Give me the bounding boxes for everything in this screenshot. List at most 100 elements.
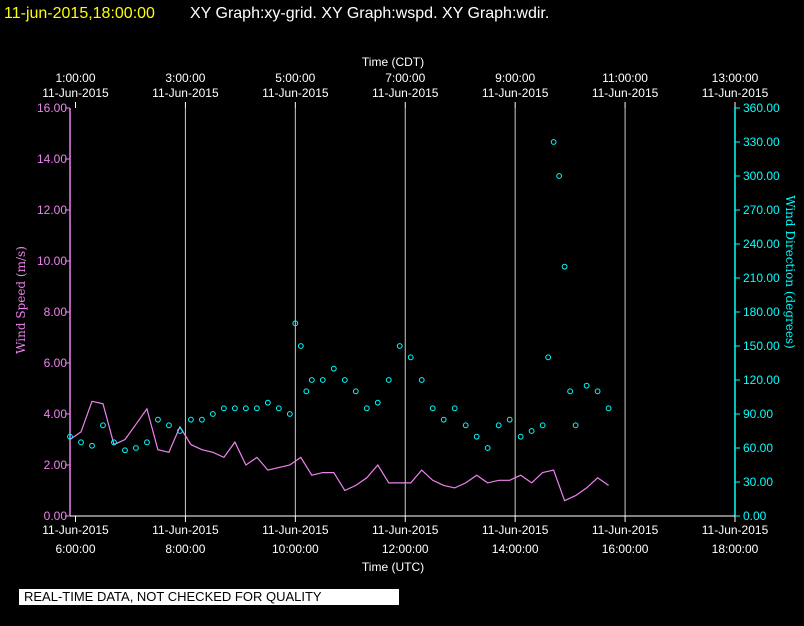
left-tick-label: 6.00: [44, 356, 68, 370]
data-point-wdir: [209, 411, 216, 417]
top-tick-time: 5:00:00: [275, 71, 315, 85]
data-point-wdir: [177, 428, 183, 434]
data-point-wdir: [385, 377, 392, 383]
bottom-tick-time: 6:00:00: [55, 542, 95, 556]
bottom-tick-time: 18:00:00: [712, 542, 759, 556]
left-tick-label: 16.00: [37, 101, 67, 115]
bottom-tick-date: 11-Jun-2015: [482, 523, 549, 537]
bottom-tick-date: 11-Jun-2015: [42, 523, 109, 537]
data-point-wdir: [550, 139, 557, 145]
right-tick-label: 300.00: [743, 169, 780, 183]
data-point-wdir: [418, 377, 425, 383]
data-point-wdir: [594, 388, 601, 395]
left-tick-label: 0.00: [44, 509, 68, 523]
top-tick-time: 3:00:00: [165, 71, 205, 85]
right-tick-label: 360.00: [743, 101, 780, 115]
bottom-tick-date: 11-Jun-2015: [702, 523, 769, 537]
right-tick-label: 30.00: [743, 475, 773, 489]
data-point-wdir: [556, 173, 563, 179]
data-point-wdir: [374, 399, 381, 406]
data-point-wdir: [440, 416, 447, 423]
bottom-tick-date: 11-Jun-2015: [152, 523, 219, 537]
top-tick-date: 11-Jun-2015: [592, 86, 659, 100]
data-point-wdir: [133, 445, 139, 451]
data-point-wdir: [155, 416, 161, 423]
bottom-tick-time: 12:00:00: [382, 542, 429, 556]
series-layer: [67, 139, 612, 502]
data-point-wdir: [572, 422, 579, 429]
top-tick-time: 1:00:00: [55, 71, 95, 85]
quality-disclaimer: REAL-TIME DATA, NOT CHECKED FOR QUALITY: [19, 589, 399, 605]
left-tick-label: 14.00: [37, 152, 67, 166]
right-tick-label: 180.00: [743, 305, 780, 319]
data-point-wdir: [264, 399, 271, 406]
data-point-wdir: [545, 354, 552, 361]
axes: [65, 102, 740, 522]
data-point-wdir: [122, 447, 128, 454]
bottom-axis-label: Time (UTC): [362, 560, 424, 574]
left-axis-label: Wind Speed (m/s): [14, 246, 28, 354]
chart-graph-titles: XY Graph:xy-grid. XY Graph:wspd. XY Grap…: [190, 5, 549, 22]
data-point-wdir: [528, 428, 535, 434]
top-tick-time: 11:00:00: [602, 71, 648, 85]
right-tick-label: 90.00: [743, 407, 773, 421]
data-point-wdir: [166, 422, 172, 429]
data-point-wdir: [144, 439, 150, 446]
data-point-wdir: [297, 343, 304, 349]
right-tick-label: 270.00: [743, 203, 780, 217]
left-tick-label: 4.00: [44, 407, 68, 421]
top-tick-time: 7:00:00: [385, 71, 425, 85]
data-point-wdir: [330, 365, 337, 372]
right-tick-label: 0.00: [743, 509, 767, 523]
top-axis-label: Time (CDT): [362, 55, 424, 69]
data-point-wdir: [363, 405, 370, 412]
top-tick-date: 11-Jun-2015: [372, 86, 439, 100]
bottom-tick-time: 16:00:00: [602, 542, 649, 556]
data-point-wdir: [319, 377, 326, 383]
left-tick-label: 8.00: [44, 305, 68, 319]
data-point-wdir: [561, 263, 568, 270]
data-point-wdir: [473, 433, 480, 440]
data-point-wdir: [188, 416, 194, 423]
data-point-wdir: [67, 433, 73, 440]
right-tick-label: 120.00: [743, 373, 780, 387]
series-line-wspd: [69, 400, 609, 502]
right-tick-label: 150.00: [743, 339, 780, 353]
data-point-wdir: [451, 405, 458, 412]
left-tick-label: 2.00: [44, 458, 68, 472]
bottom-tick-time: 8:00:00: [165, 542, 205, 556]
right-tick-label: 60.00: [743, 441, 773, 455]
data-point-wdir: [462, 422, 469, 429]
data-point-wdir: [539, 422, 546, 429]
data-point-wdir: [407, 354, 414, 361]
right-axis-label: Wind Direction (degrees): [783, 195, 797, 349]
top-tick-date: 11-Jun-2015: [482, 86, 549, 100]
data-point-wdir: [78, 439, 84, 446]
data-point-wdir: [396, 343, 403, 349]
top-tick-time: 9:00:00: [495, 71, 535, 85]
bottom-tick-date: 11-Jun-2015: [592, 523, 659, 537]
data-point-wdir: [429, 405, 436, 412]
data-point-wdir: [506, 416, 513, 423]
data-point-wdir: [567, 388, 574, 395]
grid-lines: [184, 108, 736, 516]
right-tick-label: 330.00: [743, 135, 780, 149]
left-tick-label: 10.00: [37, 254, 67, 268]
data-point-wdir: [111, 439, 117, 446]
right-tick-label: 210.00: [743, 271, 780, 285]
top-tick-date: 11-Jun-2015: [262, 86, 329, 100]
data-point-wdir: [275, 405, 282, 412]
chart-date-title: 11-jun-2015,18:00:00: [4, 5, 155, 22]
bottom-tick-time: 10:00:00: [272, 542, 319, 556]
data-point-wdir: [484, 445, 491, 451]
top-tick-date: 11-Jun-2015: [702, 86, 769, 100]
tick-labels: 1:00:00 11-Jun-2015 11-Jun-2015 6:00:00 3:00…: [37, 71, 780, 556]
data-point-wdir: [242, 405, 249, 412]
data-point-wdir: [199, 416, 205, 423]
top-tick-time: 13:00:00: [712, 71, 759, 85]
bottom-tick-date: 11-Jun-2015: [262, 523, 329, 537]
data-point-wdir: [292, 320, 299, 327]
data-point-wdir: [286, 411, 293, 417]
bottom-tick-date: 11-Jun-2015: [372, 523, 439, 537]
